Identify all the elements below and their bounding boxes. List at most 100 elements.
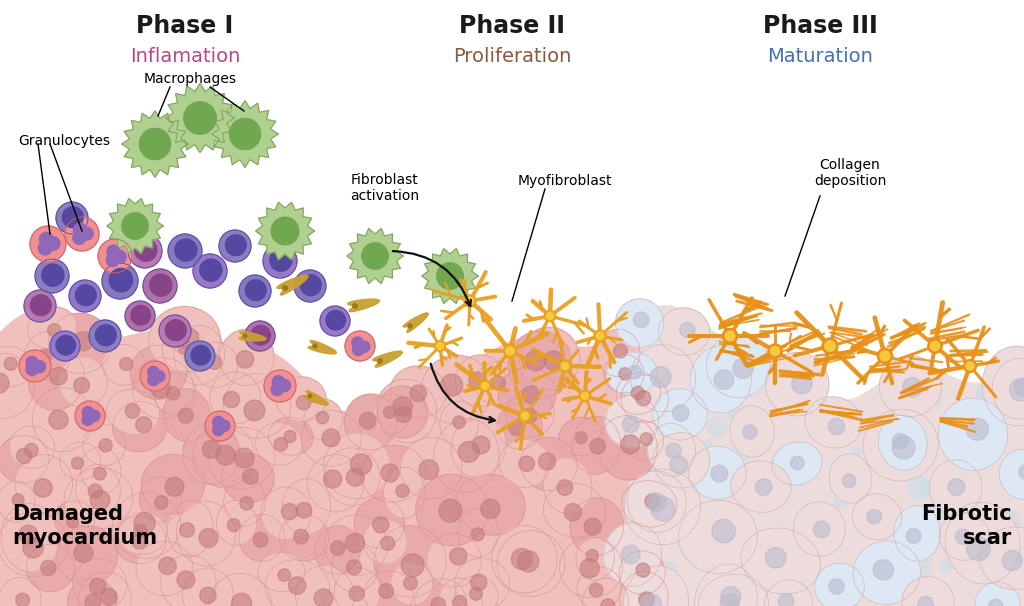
Ellipse shape bbox=[376, 379, 436, 443]
Text: Fibroblast
activation: Fibroblast activation bbox=[350, 173, 420, 203]
Circle shape bbox=[106, 245, 120, 258]
Circle shape bbox=[37, 349, 52, 364]
Circle shape bbox=[948, 479, 965, 496]
Ellipse shape bbox=[81, 447, 121, 494]
Circle shape bbox=[880, 351, 890, 361]
Circle shape bbox=[274, 438, 288, 451]
Circle shape bbox=[234, 448, 254, 468]
Circle shape bbox=[213, 424, 224, 436]
Circle shape bbox=[854, 416, 863, 425]
Circle shape bbox=[154, 371, 165, 382]
Circle shape bbox=[892, 433, 907, 449]
Ellipse shape bbox=[0, 512, 68, 577]
Circle shape bbox=[725, 406, 739, 420]
Circle shape bbox=[850, 479, 866, 496]
Circle shape bbox=[165, 478, 184, 496]
Circle shape bbox=[650, 497, 675, 521]
Circle shape bbox=[193, 254, 227, 288]
Circle shape bbox=[851, 447, 862, 458]
Circle shape bbox=[314, 589, 333, 606]
Circle shape bbox=[191, 345, 211, 365]
Circle shape bbox=[525, 350, 546, 371]
Ellipse shape bbox=[334, 568, 381, 606]
Ellipse shape bbox=[499, 439, 551, 488]
Circle shape bbox=[199, 528, 218, 548]
Ellipse shape bbox=[741, 528, 820, 594]
Ellipse shape bbox=[543, 483, 606, 538]
Circle shape bbox=[253, 533, 268, 547]
Ellipse shape bbox=[65, 468, 133, 529]
Circle shape bbox=[401, 554, 424, 577]
Ellipse shape bbox=[451, 416, 506, 478]
Circle shape bbox=[73, 231, 86, 244]
Circle shape bbox=[835, 495, 848, 509]
Circle shape bbox=[828, 418, 845, 435]
Circle shape bbox=[431, 598, 445, 606]
Ellipse shape bbox=[653, 433, 710, 488]
Ellipse shape bbox=[112, 492, 180, 559]
Circle shape bbox=[931, 341, 940, 351]
Circle shape bbox=[957, 439, 978, 459]
Ellipse shape bbox=[455, 558, 510, 606]
Circle shape bbox=[378, 359, 382, 363]
Ellipse shape bbox=[938, 398, 1008, 470]
Circle shape bbox=[56, 336, 76, 355]
Circle shape bbox=[352, 337, 364, 348]
Ellipse shape bbox=[577, 567, 622, 606]
Circle shape bbox=[768, 344, 782, 358]
Circle shape bbox=[49, 367, 68, 385]
Ellipse shape bbox=[455, 355, 506, 407]
Ellipse shape bbox=[58, 357, 108, 407]
Ellipse shape bbox=[690, 346, 752, 413]
Ellipse shape bbox=[852, 494, 901, 540]
Circle shape bbox=[88, 410, 100, 422]
Text: Macrophages: Macrophages bbox=[143, 72, 237, 86]
Ellipse shape bbox=[598, 416, 657, 480]
Circle shape bbox=[19, 525, 38, 544]
Circle shape bbox=[961, 484, 979, 501]
Circle shape bbox=[822, 338, 838, 354]
Circle shape bbox=[547, 312, 554, 319]
Circle shape bbox=[178, 341, 193, 355]
Circle shape bbox=[175, 239, 197, 261]
Circle shape bbox=[686, 456, 709, 479]
Circle shape bbox=[283, 285, 288, 290]
Circle shape bbox=[635, 567, 645, 578]
Circle shape bbox=[907, 557, 931, 581]
Circle shape bbox=[823, 579, 833, 588]
Circle shape bbox=[440, 374, 463, 396]
Circle shape bbox=[395, 407, 412, 422]
Circle shape bbox=[132, 534, 146, 549]
Ellipse shape bbox=[0, 347, 33, 387]
Ellipse shape bbox=[980, 527, 1024, 590]
Circle shape bbox=[147, 375, 159, 385]
Circle shape bbox=[316, 411, 329, 424]
Circle shape bbox=[594, 330, 606, 342]
Ellipse shape bbox=[458, 508, 499, 557]
Circle shape bbox=[313, 344, 317, 348]
Circle shape bbox=[981, 553, 1002, 575]
Circle shape bbox=[878, 348, 893, 364]
Circle shape bbox=[350, 454, 372, 475]
Circle shape bbox=[618, 368, 631, 380]
Circle shape bbox=[453, 416, 465, 428]
Ellipse shape bbox=[730, 461, 792, 512]
Circle shape bbox=[967, 418, 988, 441]
Circle shape bbox=[331, 541, 345, 555]
Circle shape bbox=[873, 560, 894, 580]
Circle shape bbox=[743, 425, 757, 439]
Circle shape bbox=[929, 531, 940, 542]
Ellipse shape bbox=[332, 544, 378, 592]
Circle shape bbox=[361, 243, 388, 269]
Ellipse shape bbox=[506, 390, 554, 438]
Circle shape bbox=[38, 241, 52, 255]
Ellipse shape bbox=[224, 477, 265, 526]
Circle shape bbox=[521, 412, 529, 420]
Circle shape bbox=[437, 263, 463, 289]
Circle shape bbox=[631, 386, 644, 399]
Ellipse shape bbox=[631, 345, 695, 411]
Circle shape bbox=[636, 563, 650, 577]
Circle shape bbox=[459, 441, 479, 462]
Circle shape bbox=[82, 414, 93, 425]
Ellipse shape bbox=[698, 574, 768, 606]
